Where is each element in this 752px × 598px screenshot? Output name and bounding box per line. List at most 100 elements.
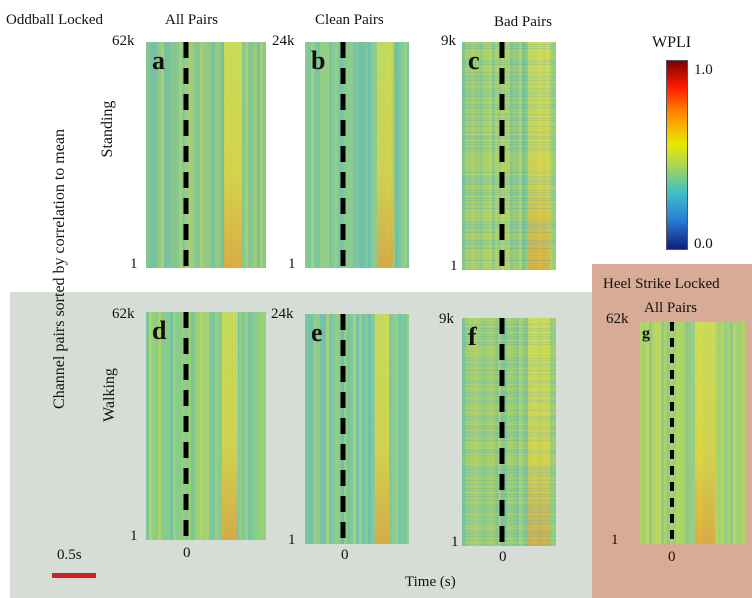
heatmap-noise-row <box>462 520 556 521</box>
bad-pairs-label: Bad Pairs <box>494 14 552 30</box>
heatmap-noise-row <box>462 184 556 185</box>
x-tick-zero-d: 0 <box>183 545 191 561</box>
heatmap-hot-band <box>377 42 393 268</box>
heatmap-noise-row <box>462 334 556 335</box>
heatmap-panel-d: d <box>146 312 266 540</box>
heatmap-noise-row <box>462 188 556 189</box>
heatmap-stripe <box>721 322 724 544</box>
heatmap-noise-row <box>462 116 556 117</box>
heatmap-noise-row <box>462 492 556 493</box>
heatmap-noise-row <box>462 86 556 87</box>
heatmap-stripe <box>254 312 257 540</box>
heatmap-stripe <box>486 318 489 546</box>
heatmap-stripe <box>483 318 486 546</box>
heatmap-stripe <box>317 42 320 268</box>
heatmap-noise-row <box>462 120 556 121</box>
heatmap-noise-row <box>462 222 556 223</box>
heatmap-noise-row <box>462 178 556 179</box>
heatmap-noise-row <box>462 218 556 219</box>
y-tick-bottom-b: 1 <box>288 256 296 272</box>
heatmap-stripe <box>462 42 465 270</box>
heatmap-noise-row <box>462 232 556 233</box>
heatmap-noise-row <box>462 70 556 71</box>
heatmap-stripe <box>338 42 341 268</box>
heatmap-stripe <box>368 42 371 268</box>
heatmap-hot-band <box>375 314 389 544</box>
heatmap-noise-row <box>462 420 556 421</box>
heatmap-stripe <box>308 314 311 544</box>
heatmap-stripe <box>218 42 221 268</box>
heatmap-noise-row <box>462 406 556 407</box>
heatmap-noise-row <box>462 42 556 43</box>
heatmap-noise-row <box>462 332 556 333</box>
heatmap-stripe <box>733 322 736 544</box>
heatmap-hot-band <box>695 322 715 544</box>
heatmap-noise-row <box>462 408 556 409</box>
heatmap-noise-row <box>462 56 556 57</box>
heatmap-stripe <box>197 42 200 268</box>
heatmap-noise-row <box>462 464 556 465</box>
heatmap-stripe <box>691 322 694 544</box>
heatmap-stripe <box>365 314 368 544</box>
heatmap-noise-row <box>462 228 556 229</box>
heatmap-stripe <box>329 314 332 544</box>
heatmap-stripe <box>254 42 257 268</box>
heatmap-stripe <box>480 318 483 546</box>
y-axis-label: Channel pairs sorted by correlation to m… <box>51 129 68 409</box>
heel-strike-title: Heel Strike Locked <box>603 276 720 292</box>
heatmap-noise-row <box>462 440 556 441</box>
heatmap-noise-row <box>462 214 556 215</box>
heatmap-stripe <box>209 312 212 540</box>
heatmap-stripe <box>203 42 206 268</box>
heatmap-stripe <box>401 42 404 268</box>
heatmap-stripe <box>468 42 471 270</box>
heatmap-panel-f: f <box>462 318 556 546</box>
heatmap-stripe <box>164 42 167 268</box>
x-tick-zero-f: 0 <box>499 549 507 565</box>
heatmap-stripe <box>200 312 203 540</box>
heatmap-base <box>640 322 746 544</box>
colorbar-title: WPLI <box>652 34 692 51</box>
heatmap-noise-row <box>462 266 556 267</box>
heatmap-hot-band <box>224 42 242 268</box>
heatmap-stripe <box>480 42 483 270</box>
heatmap-stripe <box>374 42 377 268</box>
heatmap-noise-row <box>462 442 556 443</box>
heatmap-noise-row <box>462 256 556 257</box>
colorbar-min-label: 0.0 <box>694 236 713 252</box>
heatmap-noise-row <box>462 436 556 437</box>
heatmap-noise-row <box>462 330 556 331</box>
heatmap-stripe <box>516 318 519 546</box>
heatmap-noise-row <box>462 376 556 377</box>
panel-letter-b: b <box>311 46 326 75</box>
heatmap-noise-row <box>462 536 556 537</box>
heatmap-noise-row <box>462 426 556 427</box>
heatmap-noise-row <box>462 360 556 361</box>
y-tick-top-e: 24k <box>271 306 294 322</box>
heatmap-noise-row <box>462 534 556 535</box>
heatmap-stripe <box>519 318 522 546</box>
heatmap-noise-row <box>462 418 556 419</box>
heatmap-stripe <box>727 322 730 544</box>
heatmap-noise-row <box>462 438 556 439</box>
heatmap-noise-row <box>462 106 556 107</box>
heatmap-noise-row <box>462 540 556 541</box>
heatmap-noise-row <box>462 242 556 243</box>
heatmap-noise-row <box>462 454 556 455</box>
x-tick-zero-e: 0 <box>341 547 349 563</box>
heatmap-stripe <box>649 322 652 544</box>
heatmap-noise-row <box>462 354 556 355</box>
heatmap-noise-row <box>462 132 556 133</box>
heatmap-stripe <box>248 312 251 540</box>
heatmap-noise-row <box>462 60 556 61</box>
heatmap-stripe <box>492 318 495 546</box>
heatmap-noise-row <box>462 162 556 163</box>
heatmap-stripe <box>173 42 176 268</box>
heatmap-noise-row <box>462 220 556 221</box>
y-tick-top-f: 9k <box>439 311 454 327</box>
heatmap-stripe <box>465 318 468 546</box>
heatmap-panel-a: a <box>146 42 266 268</box>
heatmap-stripe <box>332 314 335 544</box>
heatmap-stripe <box>395 42 398 268</box>
heatmap-noise-row <box>462 158 556 159</box>
